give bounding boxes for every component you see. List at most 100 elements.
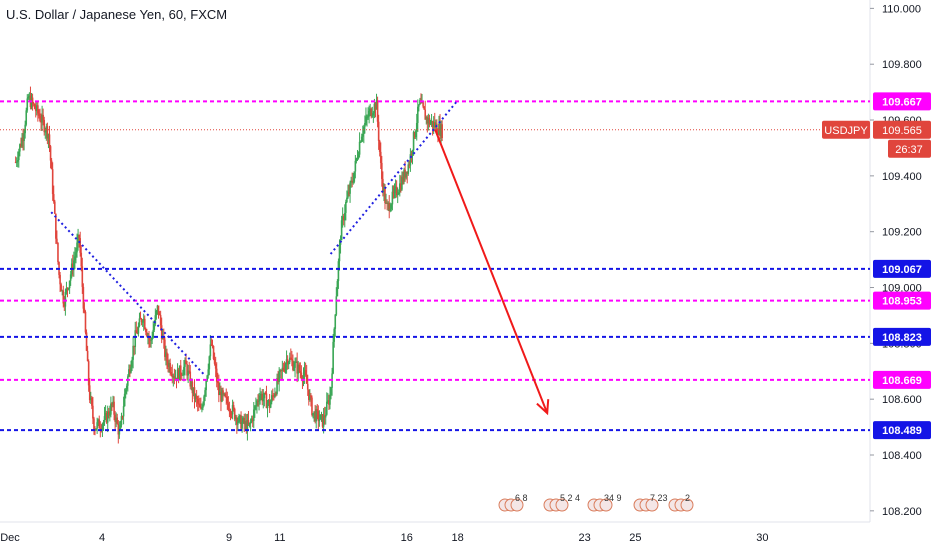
candle-body: [76, 242, 78, 253]
candle-body: [230, 414, 233, 416]
candle-body: [93, 418, 95, 431]
candle-body: [407, 164, 410, 174]
level-label-box: [873, 259, 931, 278]
candle-body: [220, 391, 222, 402]
candle-body: [299, 370, 302, 373]
candle-body: [377, 121, 380, 141]
candle-body: [190, 381, 193, 387]
candle-body: [232, 405, 235, 409]
candle-body: [297, 364, 300, 374]
candle-body: [298, 364, 301, 371]
y-tick-label: 109.800: [882, 59, 922, 71]
candle-body: [327, 400, 329, 402]
candle-body: [150, 339, 152, 341]
candle-body: [16, 160, 19, 162]
candle-body: [323, 415, 326, 418]
candle-body: [367, 116, 369, 118]
candle-body: [309, 395, 311, 400]
level-label: 108.823: [882, 332, 922, 344]
candle-body: [365, 116, 367, 123]
candle-body: [361, 134, 364, 137]
candle-body: [258, 400, 260, 402]
candle-body: [167, 361, 169, 367]
candle-body: [211, 344, 214, 347]
candle-body: [403, 169, 405, 182]
candle-body: [137, 326, 140, 334]
candle-body: [102, 422, 105, 425]
candle-body: [55, 213, 57, 239]
candle-body: [399, 183, 401, 193]
candle-body: [73, 260, 75, 271]
candle-body: [422, 102, 424, 107]
candle-body: [404, 169, 406, 178]
candle-body: [363, 126, 365, 135]
candle-body: [173, 375, 176, 379]
candle-body: [132, 345, 134, 360]
candle-body: [294, 362, 296, 368]
candle-body: [352, 181, 355, 183]
candle-body: [64, 292, 67, 307]
candle-body: [67, 288, 70, 290]
candle-body: [205, 380, 207, 391]
candle-body: [117, 423, 120, 435]
candle-body: [28, 95, 31, 98]
candle-body: [61, 290, 64, 292]
candle-body: [432, 122, 435, 128]
candle-body: [143, 318, 146, 329]
level-label: 108.953: [882, 296, 922, 308]
trendline: [329, 99, 459, 255]
candle-body: [59, 274, 61, 285]
event-flag-icon: [510, 498, 524, 512]
candle-body: [423, 106, 425, 110]
candle-body: [402, 177, 404, 182]
candle-body: [431, 120, 434, 128]
candle-body: [410, 154, 413, 156]
candle-body: [81, 266, 84, 287]
candle-body: [131, 359, 133, 367]
candle-body: [36, 105, 38, 112]
candle-body: [319, 414, 322, 420]
level-label: 108.489: [882, 425, 922, 437]
candle-body: [116, 417, 119, 424]
candle-body: [157, 305, 160, 315]
candle-body: [252, 409, 255, 421]
candle-body: [383, 188, 385, 193]
candle-body: [237, 421, 239, 425]
candle-body: [24, 124, 26, 134]
candle-body: [314, 411, 316, 422]
candle-body: [349, 182, 351, 194]
candle-body: [56, 238, 58, 243]
x-tick-label: 11: [274, 532, 285, 544]
candle-body: [421, 102, 423, 104]
event-flag-icon: [645, 498, 659, 512]
candle-body: [305, 374, 308, 384]
candle-body: [342, 216, 345, 221]
candle-body: [360, 136, 363, 142]
candle-body: [114, 414, 116, 422]
candle-body: [389, 208, 392, 212]
candle-body: [170, 371, 173, 375]
candle-body: [204, 390, 206, 397]
level-label: 109.667: [882, 96, 922, 108]
candle-body: [428, 118, 431, 125]
candle-body: [382, 178, 384, 193]
candle-body: [112, 401, 114, 405]
candle-body: [82, 286, 85, 309]
candle-body: [139, 318, 142, 320]
x-tick-label: 9: [226, 532, 232, 544]
candle-body: [42, 114, 44, 120]
candle-body: [183, 366, 185, 375]
candle-body: [248, 422, 251, 425]
event-marker-count: 6 8: [515, 493, 528, 503]
event-marker-count: 2: [685, 493, 690, 503]
candle-body: [195, 395, 198, 399]
candle-body: [71, 263, 74, 271]
candle-body: [160, 325, 163, 339]
candle-body: [413, 132, 416, 138]
candle-body: [127, 376, 129, 386]
candle-body: [18, 151, 20, 161]
candle-body: [197, 403, 200, 405]
candle-body: [118, 430, 121, 435]
